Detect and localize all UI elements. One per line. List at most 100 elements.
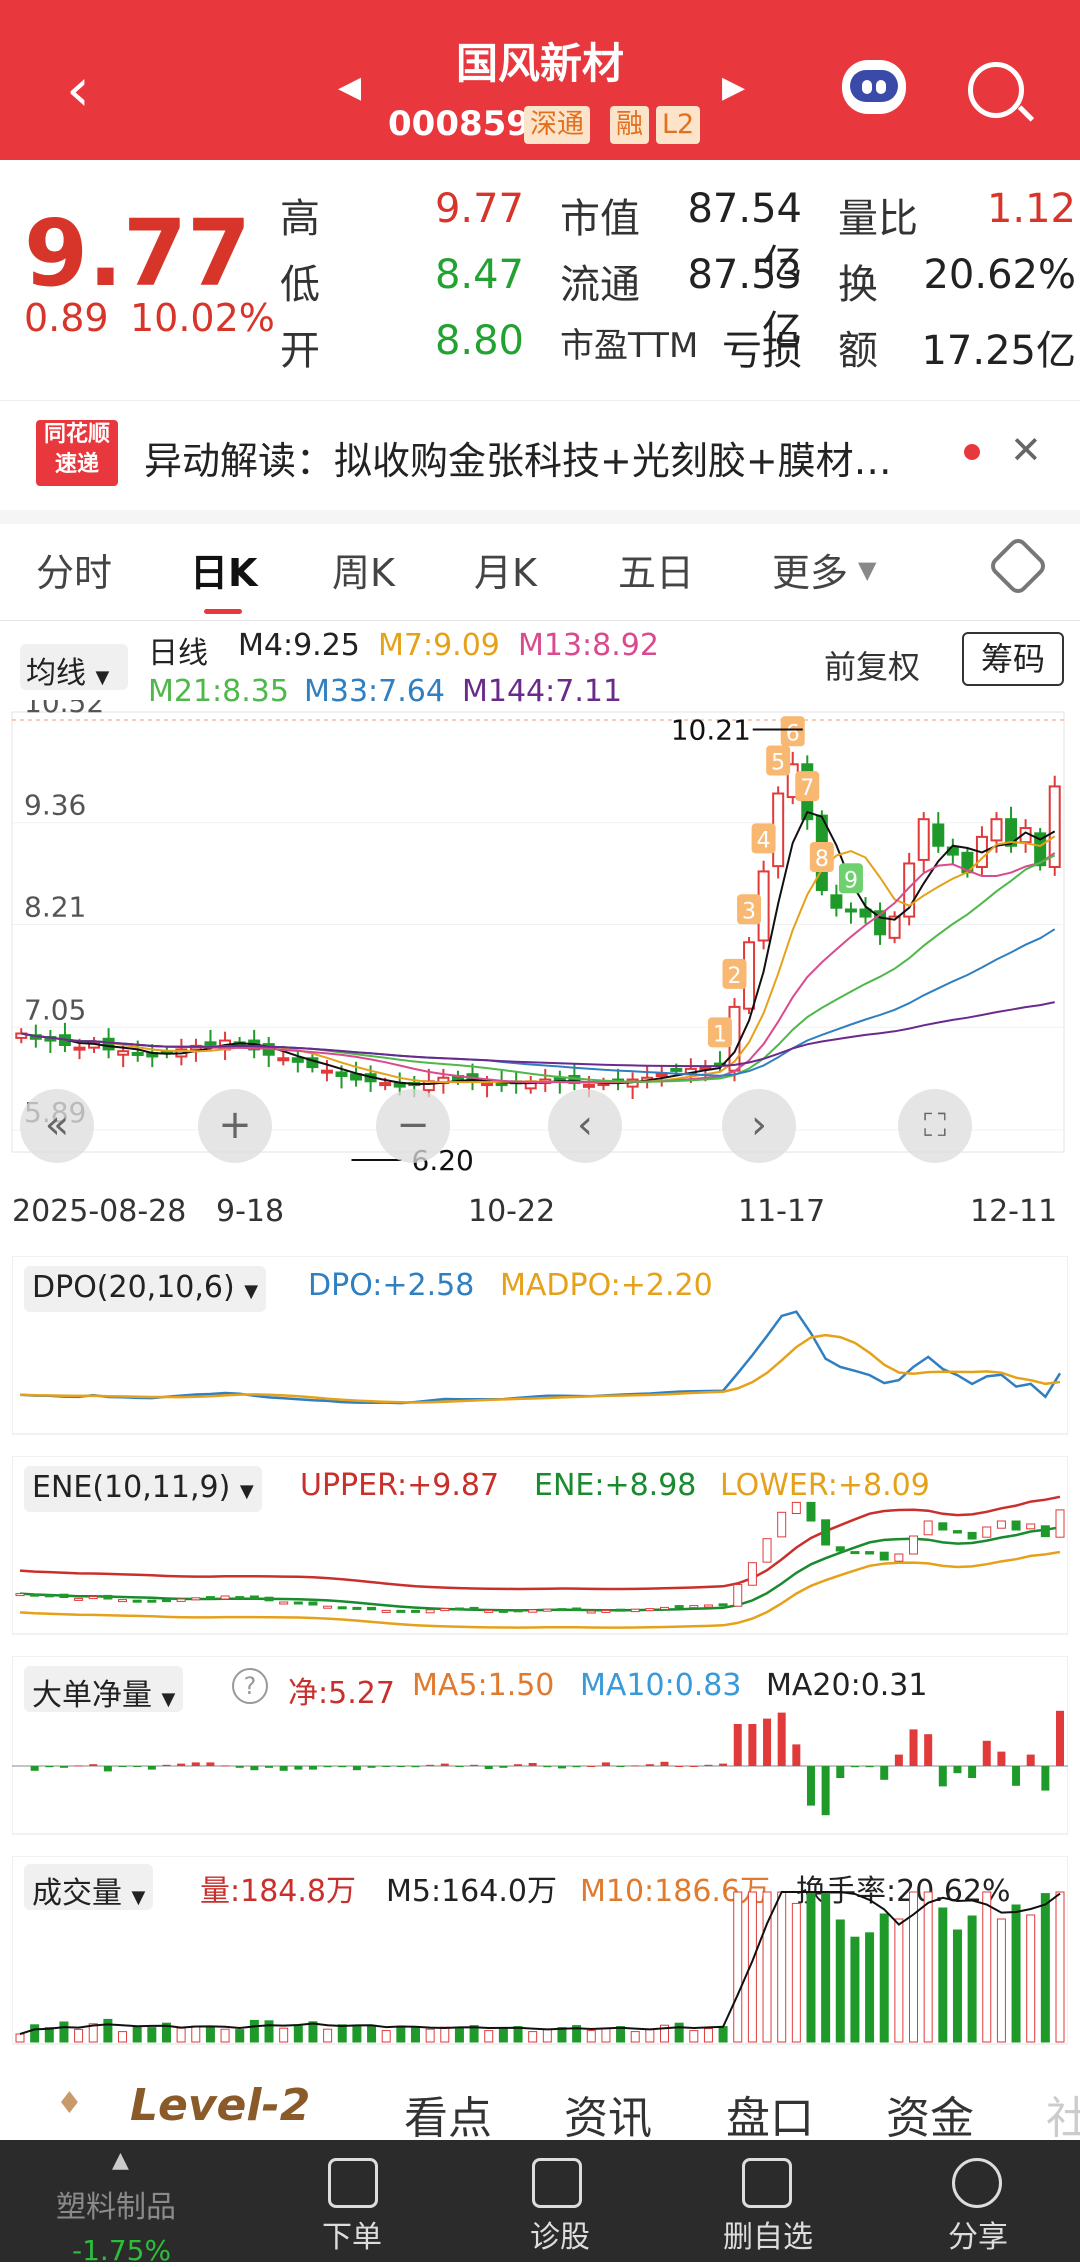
ene-candle <box>601 1609 611 1613</box>
tab-intraday[interactable]: 分时 <box>36 551 113 595</box>
rewind-icon[interactable]: « <box>20 1089 94 1163</box>
news-banner[interactable] <box>0 400 1080 510</box>
volume-bar <box>865 1932 875 2043</box>
ene-mid-line <box>19 1525 1061 1612</box>
tab-orderbook[interactable]: 盘口 <box>726 2093 814 2144</box>
mktcap-label: 市值 <box>560 196 640 242</box>
diagnose-icon[interactable] <box>532 2158 582 2208</box>
volume-ma5-line <box>19 1891 1061 2035</box>
y-tick-label: 8.21 <box>24 891 86 924</box>
big-order-bar <box>1056 1710 1064 1766</box>
prev-icon[interactable]: ‹ <box>548 1089 622 1163</box>
volume-bar <box>249 2019 259 2043</box>
tab-more[interactable]: 更多 <box>772 551 849 595</box>
tab-weekly-k[interactable]: 周K <box>332 551 395 595</box>
big-order-bar <box>514 1764 523 1766</box>
sector-name[interactable]: 塑料制品 <box>56 2190 176 2225</box>
volume-ratio-value: 1.12 <box>986 186 1076 232</box>
volume-bar <box>660 2024 670 2043</box>
tab-daily-k[interactable]: 日K <box>190 551 258 595</box>
help-icon[interactable]: ? <box>232 1668 268 1704</box>
fullscreen-icon[interactable]: ⛶ <box>898 1089 972 1163</box>
close-icon[interactable]: ✕ <box>1010 428 1042 472</box>
remove-watchlist-button[interactable]: 删自选 <box>723 2220 813 2255</box>
y-tick-label: 7.05 <box>24 993 86 1026</box>
tab-funds[interactable]: 资金 <box>886 2093 974 2144</box>
madpo-value: MADPO:+2.20 <box>500 1268 713 1303</box>
volume-bar <box>601 2028 611 2043</box>
volume-bar <box>410 2026 420 2043</box>
big-order-bar <box>938 1766 947 1787</box>
ene-selector[interactable]: ENE(10,11,9) ▼ <box>24 1466 262 1512</box>
ene-candle <box>674 1605 684 1609</box>
order-button[interactable]: 下单 <box>322 2220 382 2255</box>
candlestick-chart[interactable]: 10.529.368.217.055.8912345678910.216.20 <box>0 700 1080 1220</box>
last-price: 9.77 <box>24 200 251 307</box>
big-order-bar <box>1041 1766 1050 1791</box>
settings-icon[interactable] <box>986 534 1050 598</box>
tab-level2[interactable]: Level-2 <box>130 2080 311 2131</box>
tab-news[interactable]: 资讯 <box>564 2093 652 2144</box>
next-icon[interactable]: › <box>722 1089 796 1163</box>
big-order-bar <box>440 1763 449 1766</box>
big-order-bar <box>763 1718 772 1766</box>
news-text[interactable]: 异动解读：拟收购金张科技+光刻胶+膜材… <box>144 439 892 483</box>
ma-selector[interactable]: 均线 ▼ <box>20 644 128 691</box>
next-stock-icon[interactable]: ▶ <box>722 70 746 105</box>
unread-dot <box>964 444 980 460</box>
candle-body <box>888 915 901 939</box>
dpo-selector[interactable]: DPO(20,10,6) ▼ <box>24 1266 267 1312</box>
volume-bar <box>323 2028 333 2043</box>
adjust-mode[interactable]: 前复权 <box>824 648 921 686</box>
remove-watchlist-icon[interactable] <box>742 2158 792 2208</box>
ene-candle <box>15 1593 25 1597</box>
tab-community[interactable]: 社 <box>1046 2093 1080 2144</box>
big-order-bar <box>587 1766 596 1767</box>
candle-body <box>874 910 887 936</box>
ene-candle <box>513 1609 523 1613</box>
chevron-up-icon[interactable]: ▲ <box>112 2148 129 2173</box>
ene-candle <box>850 1551 860 1555</box>
search-icon[interactable] <box>968 62 1024 118</box>
volume-bar <box>235 2029 245 2043</box>
tab-highlights[interactable]: 看点 <box>404 2093 492 2144</box>
zoom-out-icon[interactable]: − <box>376 1089 450 1163</box>
diagnose-button[interactable]: 诊股 <box>530 2220 590 2255</box>
ene-candle <box>147 1599 157 1603</box>
volume-bar <box>59 2021 69 2043</box>
ma33-value: M33:7.64 <box>304 674 445 709</box>
ene-candle <box>381 1609 391 1613</box>
divider <box>0 620 1080 621</box>
big-order-bar <box>631 1765 640 1767</box>
ma-line-21 <box>21 854 1056 1083</box>
volume-bar <box>293 2025 303 2043</box>
order-icon[interactable] <box>328 2158 378 2208</box>
ma-line-4 <box>21 810 1056 1085</box>
ene-candle <box>996 1520 1006 1529</box>
robot-icon[interactable] <box>842 60 906 114</box>
big-order-bar <box>177 1763 186 1766</box>
ene-candle <box>1040 1525 1050 1538</box>
big-order-bar <box>704 1764 713 1766</box>
volume-bar <box>498 2028 508 2043</box>
volume-bar <box>557 2027 567 2043</box>
ene-candle <box>88 1596 98 1600</box>
share-button[interactable]: 分享 <box>948 2220 1008 2255</box>
big-order-bar <box>74 1765 83 1767</box>
big-order-bar <box>162 1764 171 1766</box>
share-icon[interactable] <box>952 2158 1002 2208</box>
volume-bar <box>337 2024 347 2043</box>
ene-candle <box>176 1598 186 1602</box>
ene-upper-line <box>19 1495 1061 1591</box>
tab-five-day[interactable]: 五日 <box>618 551 695 595</box>
back-icon[interactable]: ‹ <box>66 55 90 125</box>
volume-selector[interactable]: 成交量 ▼ <box>24 1864 154 1911</box>
tab-monthly-k[interactable]: 月K <box>474 551 537 595</box>
prev-stock-icon[interactable]: ◀ <box>338 70 362 105</box>
zoom-in-icon[interactable]: + <box>198 1089 272 1163</box>
big-order-bar <box>147 1766 156 1770</box>
chips-button[interactable]: 筹码 <box>962 632 1064 686</box>
big-order-selector[interactable]: 大单净量 ▼ <box>24 1666 184 1713</box>
ene-candle <box>498 1609 508 1613</box>
ene-candle <box>938 1522 948 1531</box>
